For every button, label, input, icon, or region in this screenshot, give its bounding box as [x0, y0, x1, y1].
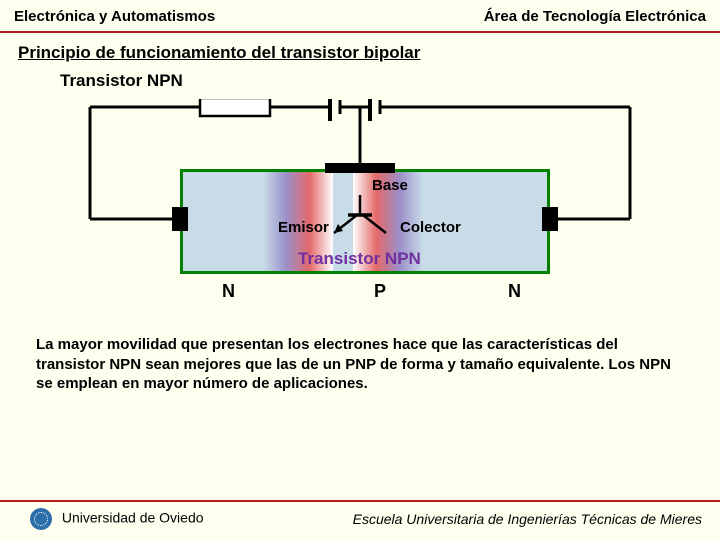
principle-title: Principio de funcionamiento del transist…: [0, 43, 720, 63]
label-emisor: Emisor: [278, 219, 329, 236]
region-n-left: N: [222, 281, 235, 302]
label-base: Base: [372, 177, 408, 194]
label-transistor-npn: Transistor NPN: [298, 249, 421, 269]
footer-left: Universidad de Oviedo: [30, 508, 204, 530]
region-n-right: N: [508, 281, 521, 302]
header-rule: [0, 31, 720, 33]
region-p: P: [374, 281, 386, 302]
circuit-svg: [70, 99, 650, 319]
header-left: Electrónica y Automatismos: [14, 8, 215, 25]
footer-rule: [0, 500, 720, 502]
university-name: Universidad de Oviedo: [62, 510, 204, 526]
transistor-diagram: Base Emisor Colector Transistor NPN N P …: [70, 99, 650, 319]
body-paragraph: La mayor movilidad que presentan los ele…: [0, 335, 720, 394]
header-right: Área de Tecnología Electrónica: [484, 8, 706, 25]
university-logo-icon: [30, 508, 52, 530]
label-colector: Colector: [400, 219, 461, 236]
footer: Universidad de Oviedo Escuela Universita…: [0, 500, 720, 530]
subtitle: Transistor NPN: [0, 71, 720, 91]
footer-right: Escuela Universitaria de Ingenierías Téc…: [353, 511, 702, 527]
